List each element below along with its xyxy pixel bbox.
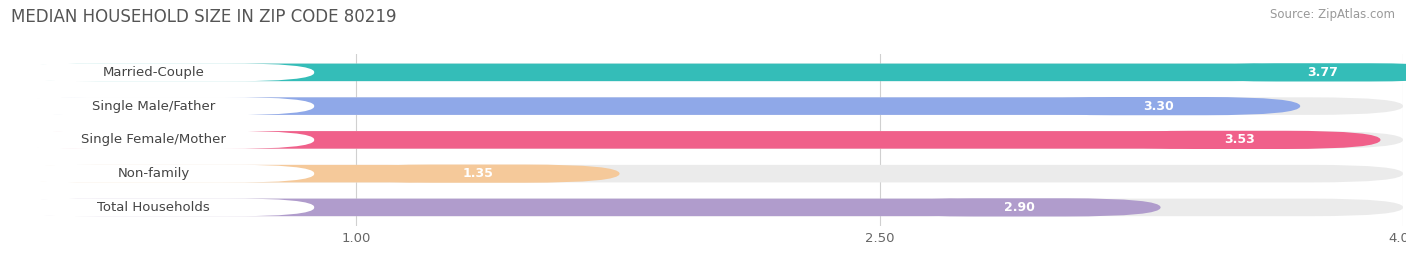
FancyBboxPatch shape xyxy=(7,165,478,182)
FancyBboxPatch shape xyxy=(0,131,314,149)
FancyBboxPatch shape xyxy=(7,199,1403,216)
Text: Non-family: Non-family xyxy=(118,167,190,180)
FancyBboxPatch shape xyxy=(0,198,314,217)
Text: 3.77: 3.77 xyxy=(1308,66,1339,79)
FancyBboxPatch shape xyxy=(7,63,1403,81)
FancyBboxPatch shape xyxy=(7,63,1323,81)
Text: 3.30: 3.30 xyxy=(1143,100,1174,113)
Text: Source: ZipAtlas.com: Source: ZipAtlas.com xyxy=(1270,8,1395,21)
FancyBboxPatch shape xyxy=(1018,97,1301,115)
Text: MEDIAN HOUSEHOLD SIZE IN ZIP CODE 80219: MEDIAN HOUSEHOLD SIZE IN ZIP CODE 80219 xyxy=(11,8,396,26)
FancyBboxPatch shape xyxy=(1181,63,1406,82)
FancyBboxPatch shape xyxy=(877,198,1160,217)
FancyBboxPatch shape xyxy=(7,199,1019,216)
Text: Total Households: Total Households xyxy=(97,201,209,214)
FancyBboxPatch shape xyxy=(0,165,314,183)
FancyBboxPatch shape xyxy=(0,97,314,115)
Text: Single Female/Mother: Single Female/Mother xyxy=(82,133,226,146)
Text: 3.53: 3.53 xyxy=(1223,133,1254,146)
Text: 2.90: 2.90 xyxy=(1004,201,1035,214)
FancyBboxPatch shape xyxy=(0,63,314,82)
FancyBboxPatch shape xyxy=(7,97,1159,115)
FancyBboxPatch shape xyxy=(1098,131,1381,149)
FancyBboxPatch shape xyxy=(7,131,1403,149)
FancyBboxPatch shape xyxy=(7,97,1403,115)
FancyBboxPatch shape xyxy=(337,165,620,183)
Text: Married-Couple: Married-Couple xyxy=(103,66,204,79)
Text: Single Male/Father: Single Male/Father xyxy=(91,100,215,113)
FancyBboxPatch shape xyxy=(7,165,1403,182)
FancyBboxPatch shape xyxy=(7,131,1239,149)
Text: 1.35: 1.35 xyxy=(463,167,494,180)
